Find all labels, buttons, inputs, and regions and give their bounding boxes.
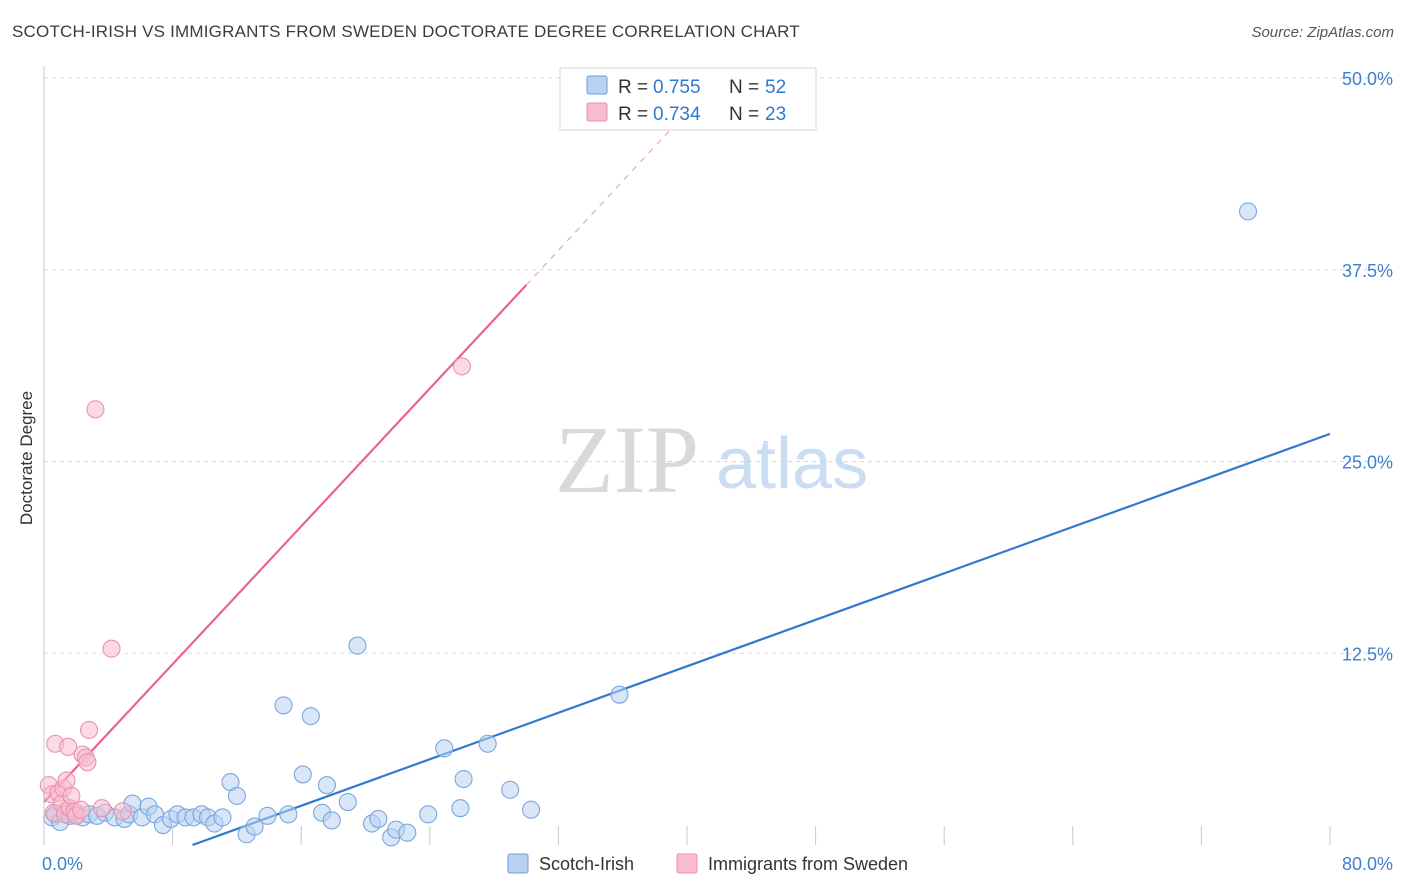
point-sweden <box>78 753 97 772</box>
watermark-atlas: atlas <box>716 424 868 504</box>
axes: 12.5% 25.0% 37.5% 50.0% 0.0% 80.0% <box>42 66 1393 874</box>
legend-n-label-2: N = <box>729 104 759 125</box>
point-scotch-irish <box>227 786 246 805</box>
chart-title: SCOTCH-IRISH VS IMMIGRANTS FROM SWEDEN D… <box>12 22 800 41</box>
legend-n-value-1: 52 <box>765 77 786 98</box>
legend-n-label-1: N = <box>729 77 759 98</box>
legend-label-sweden: Immigrants from Sweden <box>708 854 908 874</box>
point-scotch-irish <box>301 707 320 726</box>
point-sweden <box>79 720 99 740</box>
y-tick-label: 50.0% <box>1342 69 1393 89</box>
point-sweden <box>92 799 111 818</box>
point-scotch-irish <box>610 685 629 704</box>
point-scotch-irish <box>478 734 497 753</box>
legend-r-label-1: R = <box>618 77 648 98</box>
y-axis-label: Doctorate Degree <box>17 391 36 525</box>
point-scotch-irish <box>451 799 470 818</box>
point-sweden <box>102 639 121 658</box>
point-scotch-irish <box>454 769 473 789</box>
point-scotch-irish <box>348 636 367 655</box>
legend-swatch-scotch-irish <box>507 853 529 874</box>
legend-r-label-2: R = <box>618 104 648 125</box>
point-scotch-irish <box>369 809 388 828</box>
point-scotch-irish <box>279 805 298 824</box>
legend-swatch-sweden <box>676 853 698 874</box>
point-scotch-irish <box>1238 202 1258 221</box>
legend-label-scotch-irish: Scotch-Irish <box>539 854 634 874</box>
point-scotch-irish <box>522 800 541 819</box>
point-scotch-irish <box>338 792 357 812</box>
source-label: Source: ZipAtlas.com <box>1251 24 1394 41</box>
point-scotch-irish <box>213 808 232 827</box>
point-scotch-irish <box>398 823 417 842</box>
y-tick-label: 12.5% <box>1342 644 1393 664</box>
x-tick-label: 80.0% <box>1342 854 1393 874</box>
legend-swatch-pink <box>586 102 608 122</box>
point-sweden <box>113 802 132 821</box>
series-legend: Scotch-Irish Immigrants from Sweden <box>507 853 908 874</box>
grid <box>44 77 1392 654</box>
stats-legend: R = 0.755 N = 52 R = 0.734 N = 23 <box>559 67 817 131</box>
point-scotch-irish <box>501 780 520 799</box>
point-scotch-irish <box>322 811 341 830</box>
point-sweden <box>57 771 76 790</box>
trend-line-sweden-extension <box>525 111 688 286</box>
trend-line-sweden <box>43 284 528 803</box>
point-scotch-irish <box>317 776 336 795</box>
point-sweden <box>71 800 91 819</box>
point-scotch-irish <box>245 817 264 836</box>
trend-line-scotch-irish <box>192 432 1331 847</box>
point-scotch-irish <box>435 739 454 758</box>
watermark-zip: ZIP <box>555 406 699 513</box>
y-tick-label: 25.0% <box>1342 453 1393 473</box>
point-sweden <box>452 357 472 376</box>
legend-r-value-1: 0.755 <box>653 77 701 98</box>
legend-r-value-2: 0.734 <box>653 104 701 125</box>
trend-lines <box>43 111 1331 847</box>
point-scotch-irish <box>293 765 312 784</box>
legend-n-value-2: 23 <box>765 104 786 125</box>
data-points <box>39 202 1258 847</box>
x-tick-label: 0.0% <box>42 854 83 874</box>
y-tick-label: 37.5% <box>1342 261 1393 281</box>
point-sweden <box>59 737 78 756</box>
point-scotch-irish <box>274 696 293 715</box>
point-sweden <box>86 400 105 419</box>
legend-swatch-blue <box>586 75 608 95</box>
point-scotch-irish <box>258 806 277 825</box>
point-scotch-irish <box>419 805 438 824</box>
